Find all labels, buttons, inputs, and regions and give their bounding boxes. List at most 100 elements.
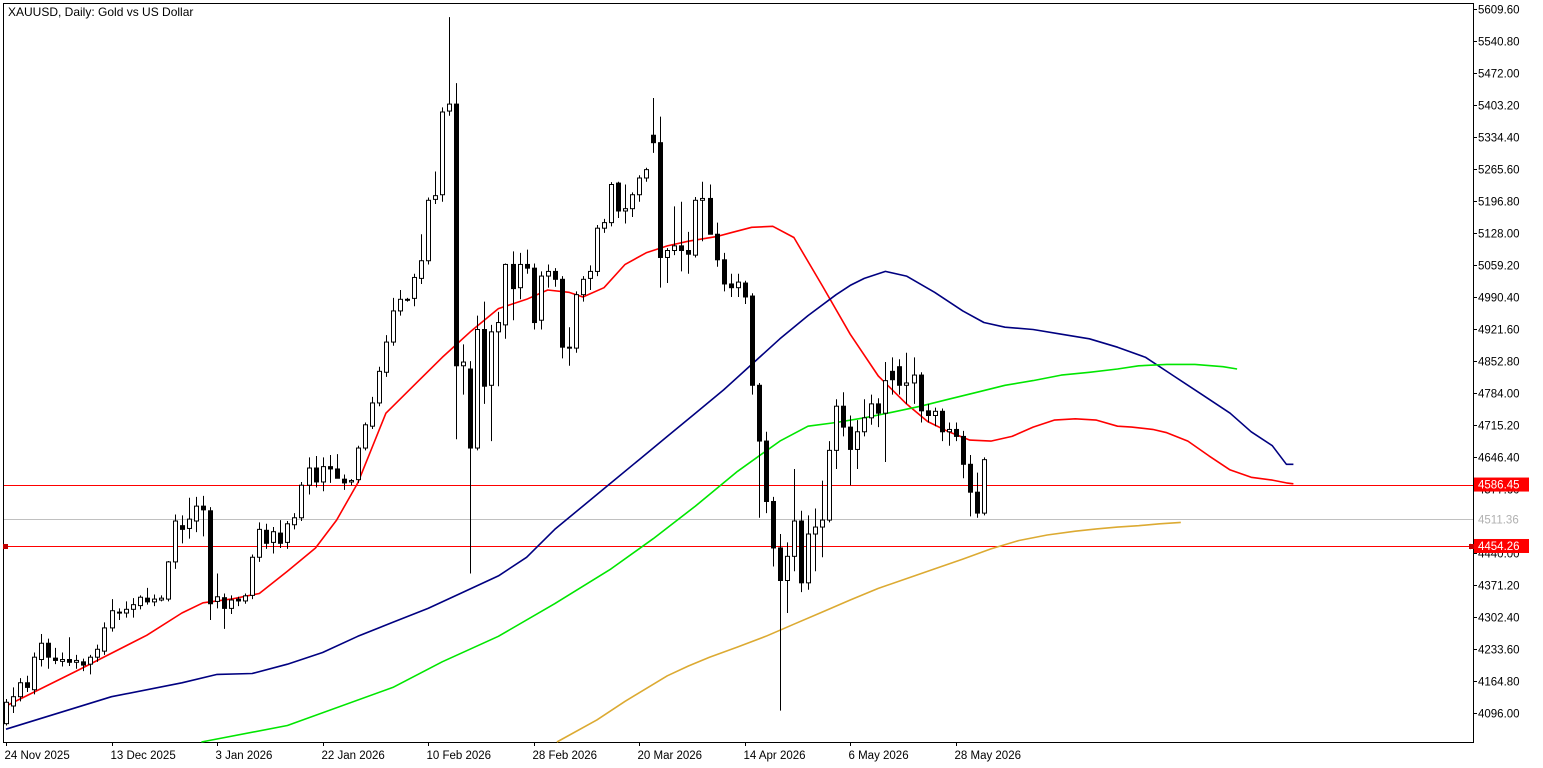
candle-body-bear (686, 250, 691, 255)
candle-body-bull (489, 331, 494, 386)
candle-body-bull (539, 275, 544, 321)
candle-body-bear (743, 282, 748, 298)
candle (813, 508, 818, 572)
candle (124, 601, 129, 618)
candle-body-bull (623, 208, 628, 212)
price-tag-label-2: 4454.26 (1478, 541, 1520, 553)
y-tick-label: 5334.40 (1478, 133, 1520, 145)
candle (60, 652, 65, 667)
candle-body-bull (630, 194, 635, 210)
candle-body-bull (869, 403, 874, 419)
x-tick-label: 28 Feb 2026 (533, 750, 598, 762)
candle (496, 311, 501, 387)
candle-body-bull (349, 480, 354, 483)
candle (820, 480, 825, 558)
candle-body-bull (736, 281, 741, 289)
horizontal-lines (3, 485, 1474, 549)
candle (314, 455, 319, 488)
candle-body-bull (820, 519, 825, 528)
candle-body-bear (511, 263, 516, 290)
candle-body-bull (883, 380, 888, 414)
candle (919, 372, 924, 423)
candle-body-bear (342, 478, 347, 484)
candle (947, 422, 952, 446)
candle (644, 167, 649, 182)
candle (145, 587, 150, 605)
candle (700, 181, 705, 242)
candle (848, 415, 853, 486)
y-tick-label: 4990.40 (1478, 293, 1520, 305)
candle (187, 497, 192, 539)
candle-body-bull (637, 177, 642, 196)
candle-body-bull (131, 604, 136, 610)
price-axis[interactable]: 5609.60 5540.80 5472.00 5403.20 5334.40 5265.… (1473, 5, 1520, 721)
candle (285, 521, 290, 549)
candle-body-bull (693, 199, 698, 256)
candle (511, 251, 516, 321)
x-tick-label: 3 Jan 2026 (216, 750, 273, 762)
candle-body-bear (679, 245, 684, 252)
candle (806, 515, 811, 590)
x-tick-label: 24 Nov 2025 (5, 750, 70, 762)
candle (131, 598, 136, 618)
candle-body-bull (792, 520, 797, 557)
candle (574, 291, 579, 353)
candle (623, 184, 628, 224)
candle-body-bull (602, 222, 607, 229)
candle (546, 264, 551, 288)
candle-body-bear (771, 500, 776, 549)
candle (447, 17, 452, 116)
candle (503, 263, 508, 339)
candle (672, 206, 677, 256)
candle-body-bull (152, 598, 157, 603)
candle-body-bear (25, 682, 30, 688)
candle-body-bull (257, 528, 262, 558)
candle-body-bull (285, 523, 290, 543)
candle-body-bull (947, 428, 952, 433)
candle-body-bull (426, 199, 431, 262)
candle (532, 263, 537, 330)
candle (764, 431, 769, 514)
candle-body-bear (799, 520, 804, 584)
candle (609, 182, 614, 227)
candle-body-bull (117, 611, 122, 614)
candle (67, 637, 72, 667)
candle-body-bull (609, 184, 614, 224)
price-tag-0 (1474, 477, 1529, 492)
candle-body-bear (897, 366, 902, 386)
candle-body-bull (433, 195, 438, 200)
candle-body-bull (588, 270, 593, 279)
candle-body-bull (398, 298, 403, 312)
y-tick-label: 4096.00 (1478, 709, 1520, 721)
candle-body-bull (124, 608, 129, 614)
candle (616, 181, 621, 218)
candle (363, 422, 368, 451)
candle-body-bear (67, 659, 72, 663)
candle (686, 231, 691, 274)
candle-body-bear (961, 435, 966, 465)
candle (391, 297, 396, 346)
candle (278, 520, 283, 548)
candle-body-bull (173, 520, 178, 563)
y-tick-label: 5403.20 (1478, 101, 1520, 113)
y-tick-label: 5196.80 (1478, 197, 1520, 209)
candle (4, 699, 9, 726)
candle (595, 224, 600, 277)
candle-body-bear (616, 182, 621, 212)
candle-body-bull (307, 467, 312, 486)
time-axis[interactable]: 24 Nov 2025 13 Dec 2025 3 Jan 2026 22 Jan 2… (5, 742, 1022, 762)
candle-body-bull (595, 227, 600, 272)
candle (440, 107, 445, 202)
candle (11, 687, 16, 713)
price-tag-1 (1474, 512, 1529, 527)
y-tick-label: 4921.60 (1478, 325, 1520, 337)
candle (229, 595, 234, 614)
candle (342, 474, 347, 490)
y-tick-label: 5540.80 (1478, 37, 1520, 49)
candle-body-bull (496, 322, 501, 333)
candle (834, 399, 839, 469)
line-anchor-left[interactable] (3, 544, 8, 549)
candle-body-bull (4, 701, 9, 725)
y-tick-label: 5472.00 (1478, 69, 1520, 81)
